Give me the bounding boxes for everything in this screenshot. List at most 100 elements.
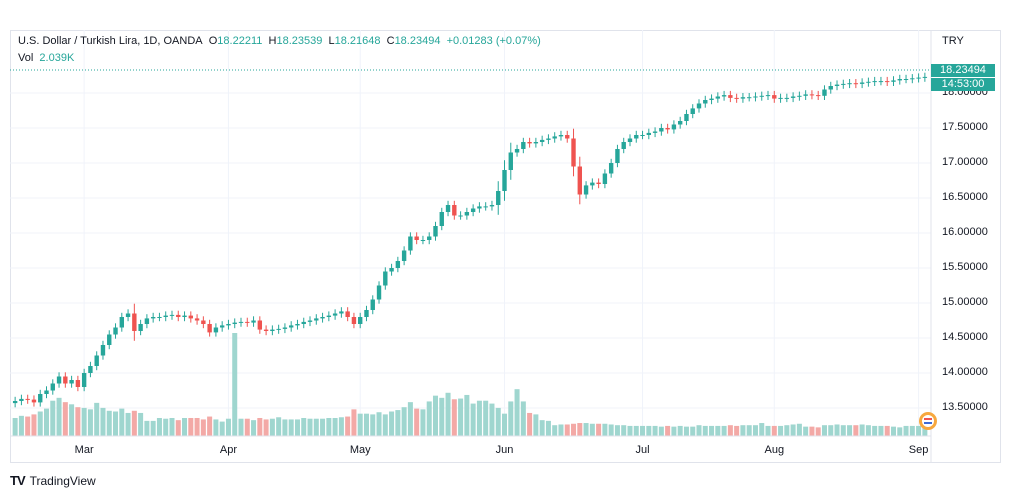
tradingview-brand[interactable]: TV TradingView	[10, 473, 96, 488]
volume-bar	[225, 418, 231, 436]
symbol-overlay-icon[interactable]	[919, 412, 937, 430]
volume-bar	[602, 423, 608, 436]
volume-bar	[188, 417, 194, 436]
volume-bar	[583, 423, 589, 436]
volume-bar	[301, 417, 307, 436]
candle-body	[38, 394, 43, 403]
volume-bar	[909, 425, 915, 436]
volume-bar	[489, 403, 495, 436]
volume-bar	[62, 402, 68, 436]
candle-body	[12, 401, 18, 404]
candle-body	[213, 327, 219, 333]
volume-bar	[709, 425, 715, 436]
volume-bar	[916, 425, 922, 436]
volume-bar	[163, 418, 169, 436]
legend-high-value: 18.23539	[276, 35, 323, 47]
volume-bar	[100, 407, 106, 436]
candle-body	[878, 81, 884, 83]
candle-body	[903, 79, 909, 80]
candle-body	[395, 261, 401, 268]
candle-body	[88, 366, 93, 373]
candle-body	[671, 124, 677, 130]
candle-body	[615, 149, 620, 163]
candle-body	[489, 205, 495, 207]
volume-bar	[640, 425, 646, 436]
volume-bar	[508, 401, 514, 436]
candle-body	[759, 95, 764, 97]
candle-body	[107, 334, 112, 345]
volume-bar	[244, 418, 250, 436]
legend-open-value: 18.22211	[217, 35, 263, 47]
candle-body	[452, 205, 457, 216]
volume-bar	[276, 417, 282, 436]
candle-body	[778, 97, 783, 99]
volume-bar	[470, 403, 476, 436]
candle-body	[163, 315, 168, 317]
candle-body	[320, 317, 325, 319]
volume-bar	[884, 425, 890, 436]
volume-bar	[803, 426, 809, 436]
volume-bar	[332, 417, 338, 436]
volume-bar	[633, 425, 639, 436]
candle-body	[100, 345, 106, 356]
volume-bar	[458, 398, 464, 436]
candle-body	[351, 317, 357, 324]
volume-bar	[307, 418, 313, 436]
volume-bar	[683, 426, 689, 436]
candle-body	[703, 100, 708, 104]
candle-body	[389, 268, 394, 272]
candle-body	[922, 76, 928, 78]
candle-body	[182, 315, 187, 317]
candle-body	[803, 94, 808, 96]
volume-bar	[495, 407, 501, 436]
volume-bar	[119, 408, 125, 436]
candle-body	[621, 142, 626, 149]
candle-body	[339, 311, 344, 314]
volume-bar	[313, 418, 319, 436]
price-tick-label: 16.50000	[942, 191, 988, 203]
volume-bar	[859, 424, 865, 436]
candle-body	[270, 329, 275, 331]
candle-body	[376, 285, 382, 300]
volume-bar	[464, 394, 470, 436]
candle-body	[144, 318, 150, 324]
candle-body	[150, 317, 156, 319]
candle-body	[157, 317, 162, 318]
volume-bar	[759, 423, 765, 436]
volume-bar	[56, 397, 62, 436]
candle-body	[370, 299, 375, 310]
candle-body	[63, 376, 68, 384]
volume-bar	[294, 419, 300, 436]
price-tick-label: 13.50000	[942, 401, 988, 413]
volume-bar	[69, 404, 75, 436]
volume-bar	[200, 419, 206, 436]
volume-bar	[903, 425, 909, 436]
volume-bar	[589, 423, 595, 436]
volume-bar	[432, 395, 439, 436]
candle-body	[891, 80, 896, 82]
volume-bar	[75, 407, 81, 436]
candle-body	[19, 398, 24, 401]
volume-bar	[552, 425, 558, 436]
volume-bar	[520, 401, 526, 436]
candle-body	[470, 208, 476, 212]
legend-vol-label[interactable]: Vol	[18, 52, 34, 64]
volume-bar	[43, 408, 50, 436]
legend-ohlc: U.S. Dollar / Turkish Lira, 1D, OANDA O1…	[18, 35, 541, 47]
legend-symbol[interactable]: U.S. Dollar / Turkish Lira, 1D, OANDA	[18, 35, 203, 47]
candle-body	[841, 83, 846, 85]
volume-bar	[131, 410, 137, 436]
volume-bar	[545, 420, 551, 436]
candle-body	[458, 215, 463, 217]
candle-body	[583, 185, 589, 195]
candle-body	[847, 83, 852, 85]
volume-bar	[320, 418, 326, 436]
time-tick-label: Aug	[764, 444, 784, 456]
candle-body	[602, 173, 608, 184]
candle-body	[866, 81, 871, 83]
candle-body	[885, 81, 890, 83]
volume-bar	[608, 424, 614, 436]
candle-body	[859, 82, 865, 84]
candle-body	[257, 320, 263, 330]
